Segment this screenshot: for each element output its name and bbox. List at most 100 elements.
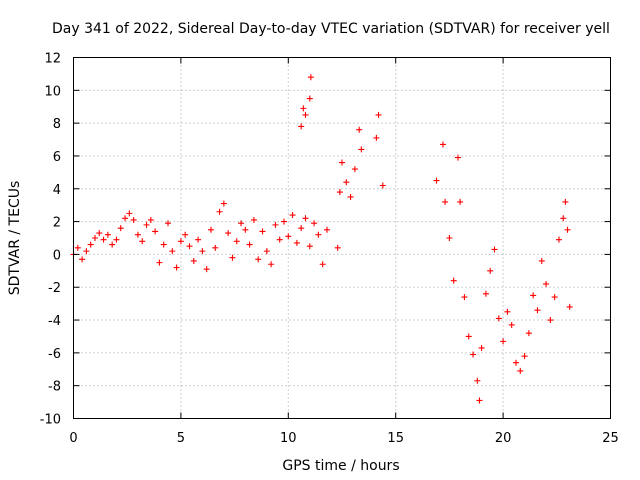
plot-frame	[73, 57, 611, 419]
data-point	[339, 159, 345, 166]
data-point	[246, 241, 253, 248]
data-point	[319, 261, 326, 268]
data-point	[495, 315, 502, 322]
data-point	[238, 220, 245, 227]
x-tick-label: 0	[69, 431, 77, 446]
data-point	[152, 228, 159, 235]
data-point	[147, 216, 154, 223]
data-point	[156, 259, 163, 266]
data-point	[530, 292, 537, 299]
chart-title: Day 341 of 2022, Sidereal Day-to-day VTE…	[52, 21, 610, 37]
data-points	[70, 74, 573, 404]
x-tick-label: 15	[387, 431, 404, 446]
data-point	[323, 226, 330, 233]
grid-lines	[73, 57, 611, 419]
data-point	[555, 236, 562, 243]
data-point	[306, 95, 313, 102]
data-point	[373, 134, 380, 141]
data-point	[293, 239, 300, 246]
data-point	[482, 290, 489, 297]
data-point	[478, 344, 485, 351]
y-tick-labels: -10 -8 -6 -4 -2 0 2 4 6 8 10 12	[40, 52, 61, 428]
data-point	[560, 215, 567, 222]
data-point	[96, 230, 103, 237]
data-point	[500, 338, 507, 345]
data-point	[566, 303, 573, 310]
data-point	[551, 294, 558, 301]
data-point	[347, 193, 354, 200]
data-point	[203, 266, 210, 273]
data-point	[83, 248, 90, 255]
data-point	[186, 243, 193, 250]
data-point	[109, 241, 116, 248]
data-point	[272, 221, 279, 228]
data-point	[306, 243, 313, 250]
data-point	[336, 189, 343, 196]
data-point	[525, 330, 532, 337]
data-point	[446, 235, 453, 241]
data-point	[564, 226, 571, 233]
data-point	[285, 233, 292, 240]
data-point	[491, 246, 498, 253]
y-tick-label: 6	[53, 150, 61, 165]
data-point	[356, 126, 363, 133]
data-point	[512, 359, 519, 366]
data-point	[91, 235, 98, 241]
data-point	[165, 220, 172, 227]
y-tick-label: 8	[53, 117, 61, 132]
data-point	[139, 238, 146, 245]
data-point	[543, 280, 550, 287]
data-point	[538, 257, 545, 264]
data-point	[104, 231, 111, 238]
y-tick-label: -10	[40, 413, 61, 428]
data-point	[433, 177, 440, 184]
y-tick-label: -6	[48, 347, 61, 362]
data-point	[300, 105, 307, 112]
data-point	[212, 244, 219, 251]
data-point	[302, 215, 309, 222]
data-point	[134, 231, 141, 238]
data-point	[195, 236, 202, 243]
data-point	[547, 317, 554, 324]
data-point	[276, 236, 283, 243]
data-point	[190, 257, 197, 264]
x-tick-label: 10	[280, 431, 297, 446]
data-point	[439, 141, 446, 148]
data-point	[229, 254, 236, 261]
data-point	[307, 74, 314, 81]
data-point	[298, 123, 305, 130]
y-tick-label: -8	[48, 380, 61, 395]
data-point	[250, 216, 257, 223]
data-point	[259, 228, 266, 235]
data-point	[100, 236, 107, 243]
x-axis-label: GPS time / hours	[282, 458, 399, 474]
data-point	[379, 182, 386, 189]
data-point	[130, 216, 137, 223]
data-point	[117, 225, 124, 232]
y-tick-label: 0	[53, 248, 61, 263]
data-point	[517, 367, 524, 374]
data-point	[302, 111, 309, 118]
data-point	[476, 397, 483, 404]
data-point	[315, 231, 322, 238]
data-point	[207, 226, 214, 233]
x-tick-labels: 0 5 10 15 20 25	[69, 431, 618, 446]
data-point	[173, 264, 180, 271]
data-point	[233, 238, 240, 245]
data-point	[177, 238, 184, 245]
data-point	[87, 241, 94, 248]
data-point	[562, 198, 569, 205]
data-point	[334, 244, 341, 251]
data-point	[375, 111, 382, 118]
data-point	[351, 166, 358, 173]
data-point	[268, 261, 275, 268]
data-point	[474, 377, 481, 384]
data-point	[508, 321, 515, 328]
data-point	[242, 226, 249, 233]
data-point	[216, 208, 223, 215]
data-point	[281, 218, 288, 225]
data-point	[225, 230, 232, 237]
data-point	[79, 256, 86, 263]
data-point	[454, 154, 461, 161]
